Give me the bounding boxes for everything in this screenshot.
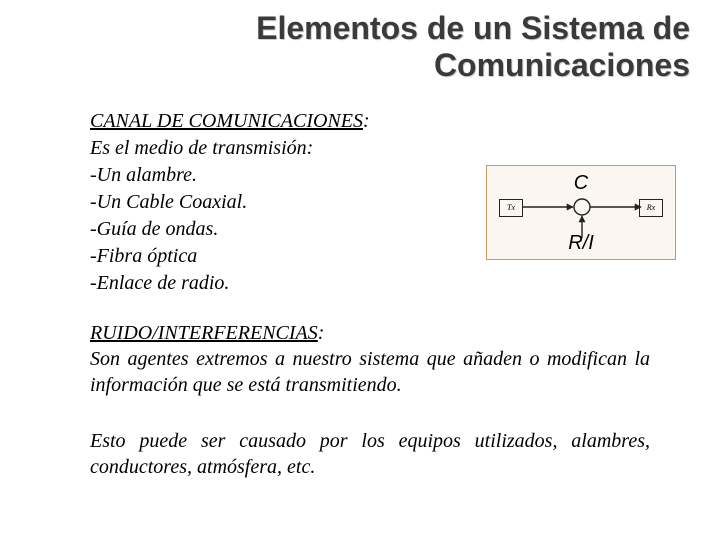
ruido-block: RUIDO/INTERFERENCIAS: Son agentes extrem… <box>90 320 650 398</box>
page-title: Elementos de un Sistema de Comunicacione… <box>130 10 690 84</box>
canal-colon: : <box>363 110 370 132</box>
ruido-heading: RUIDO/INTERFERENCIAS <box>90 322 318 344</box>
slide: Elementos de un Sistema de Comunicacione… <box>0 0 720 540</box>
canal-item-4: -Enlace de radio. <box>90 272 229 294</box>
causa-body: Esto puede ser causado por los equipos u… <box>90 430 650 478</box>
canal-heading: CANAL DE COMUNICACIONES <box>90 110 363 132</box>
causa-block: Esto puede ser causado por los equipos u… <box>90 428 650 480</box>
canal-item-2: -Guía de ondas. <box>90 218 218 240</box>
canal-item-1: -Un Cable Coaxial. <box>90 191 247 213</box>
ruido-body: Son agentes extremos a nuestro sistema q… <box>90 348 650 396</box>
canal-block: CANAL DE COMUNICACIONES: Es el medio de … <box>90 108 470 297</box>
title-line-1: Elementos de un Sistema de <box>256 10 690 46</box>
canal-item-0: -Un alambre. <box>90 164 197 186</box>
ruido-colon: : <box>318 322 325 344</box>
channel-diagram: C Tx Rx R/I <box>486 165 676 260</box>
title-line-2: Comunicaciones <box>434 47 690 83</box>
canal-intro: Es el medio de transmisión: <box>90 137 313 159</box>
canal-item-3: -Fibra óptica <box>90 245 197 267</box>
diagram-ri-label: R/I <box>487 232 675 255</box>
